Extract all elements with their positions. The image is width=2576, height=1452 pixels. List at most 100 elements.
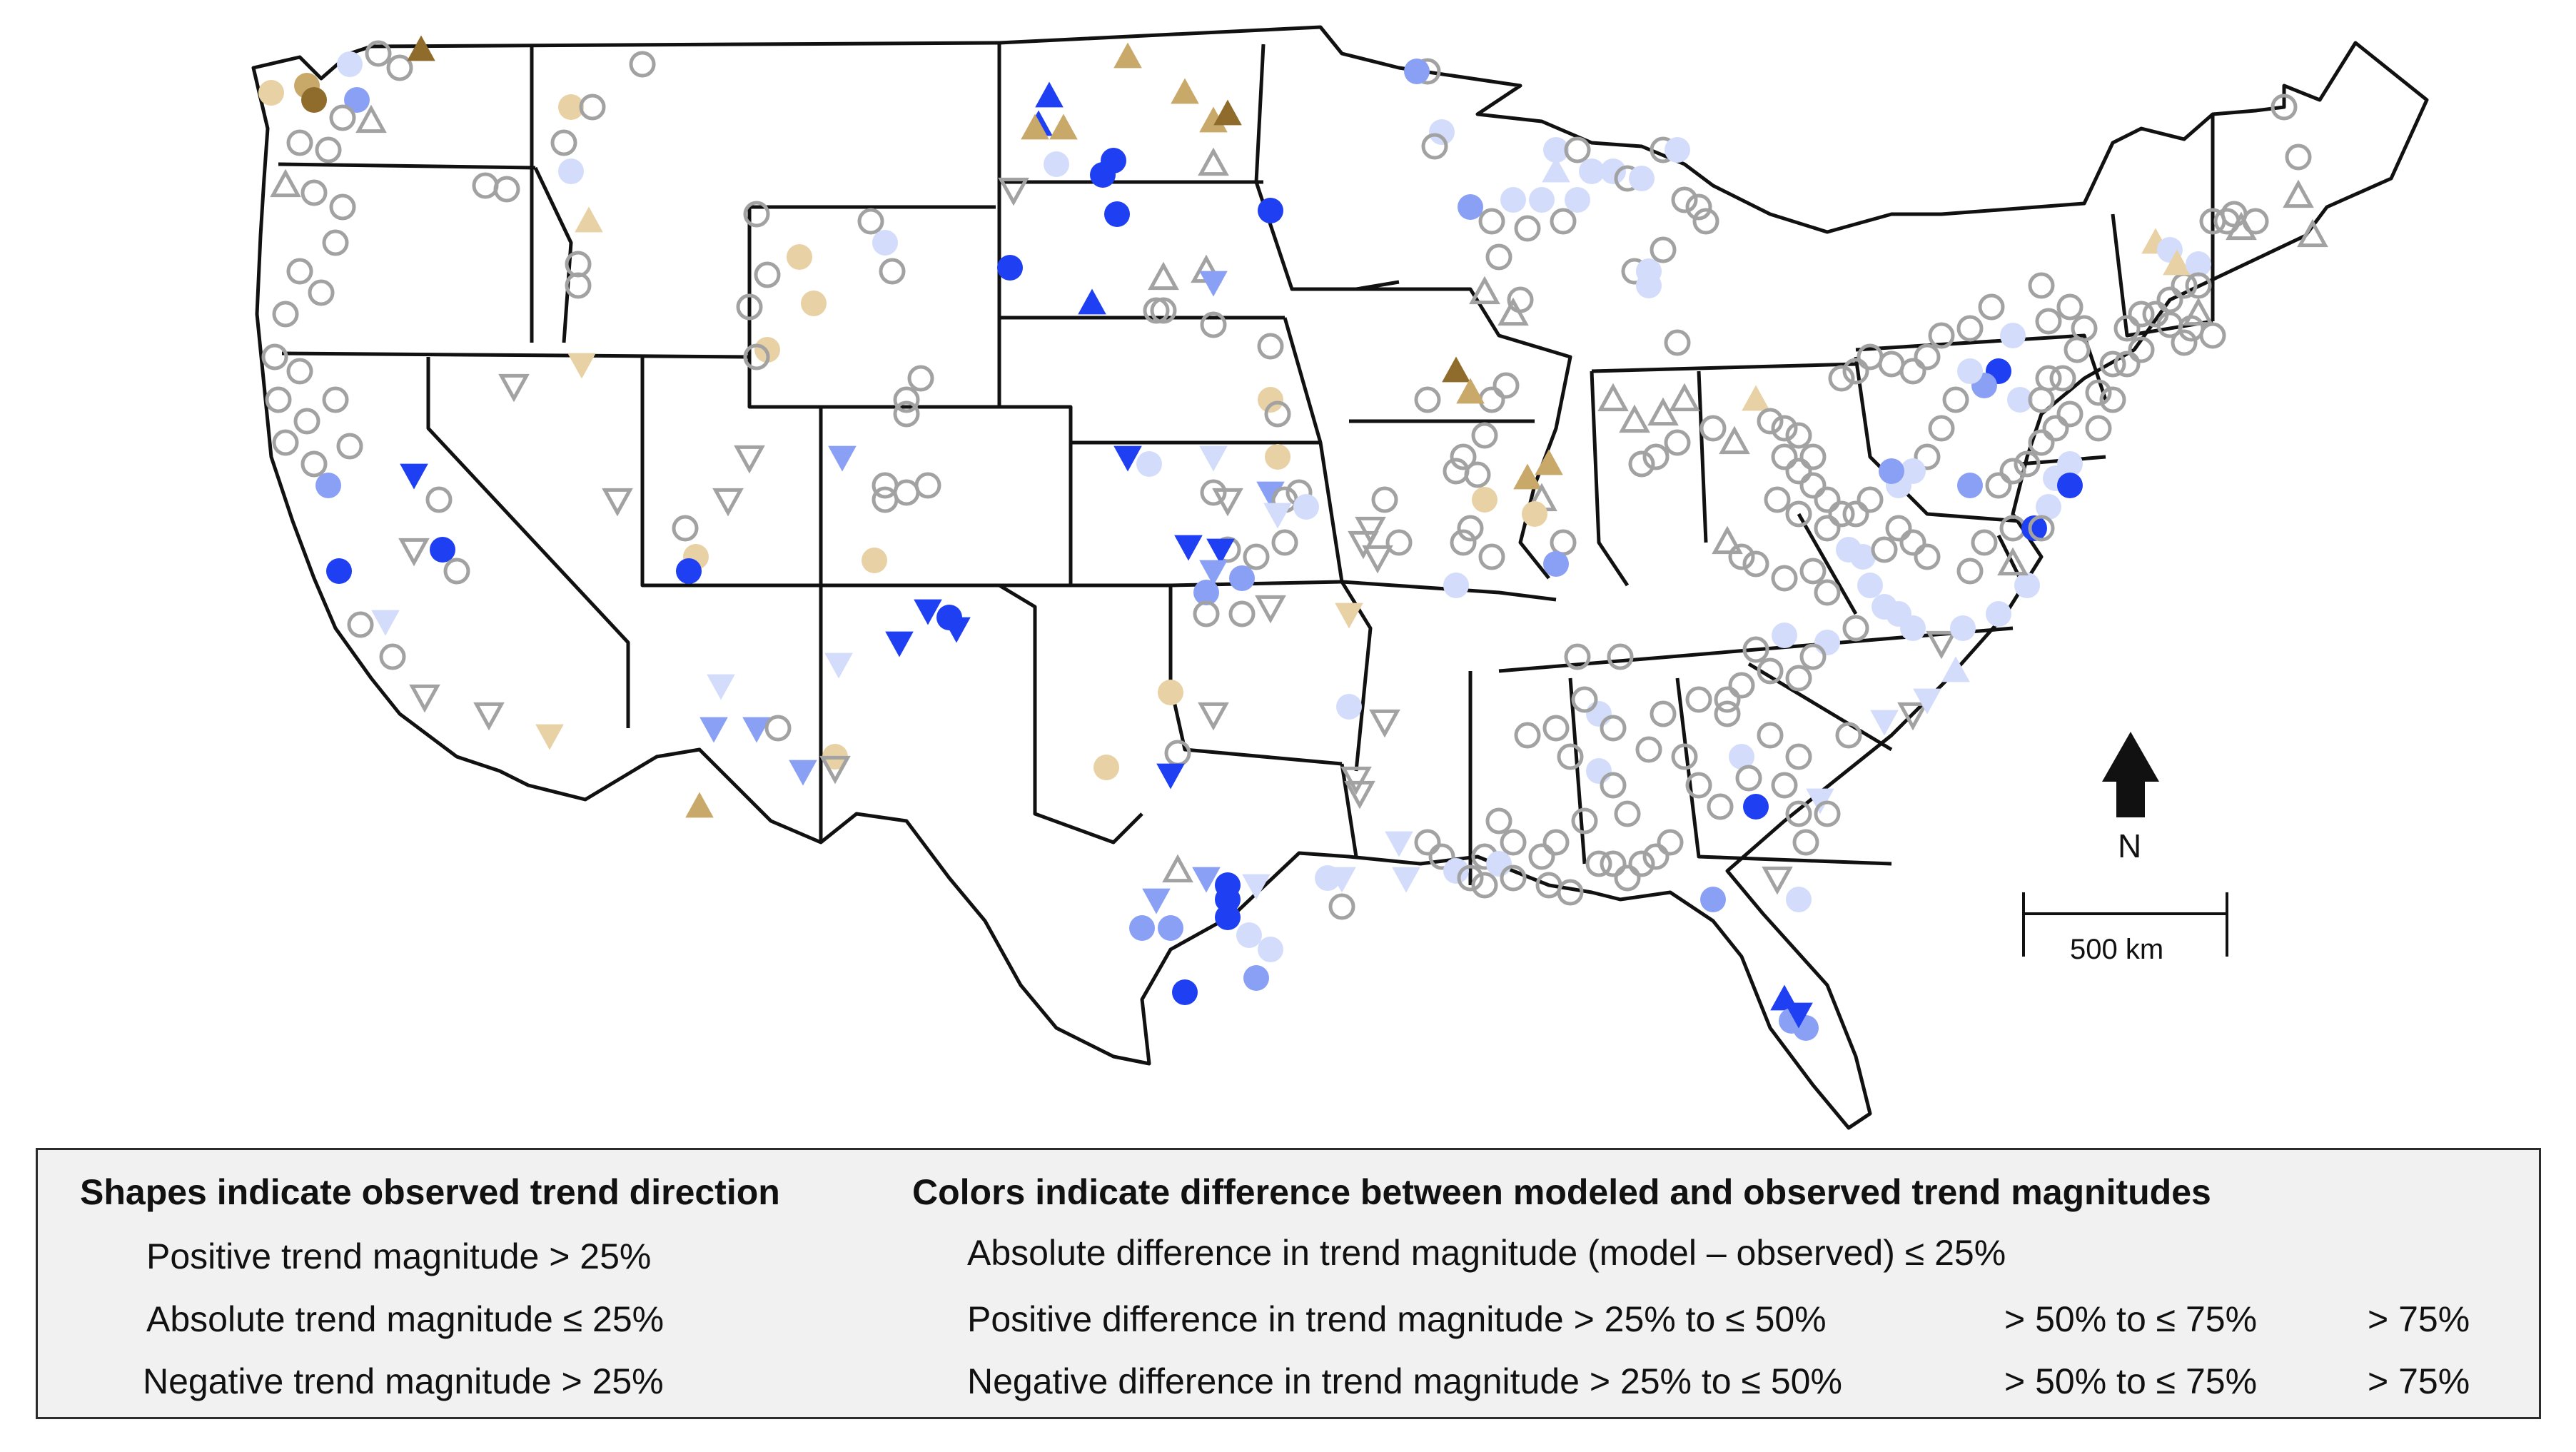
site-marker-circle	[1785, 743, 1812, 770]
site-marker-circle	[1757, 722, 1784, 749]
site-marker-circle	[764, 715, 792, 742]
site-marker-circle	[2085, 415, 2112, 442]
site-marker-circle	[2099, 351, 2126, 378]
site-marker-circle	[272, 301, 299, 328]
site-marker-triangle-down	[1897, 702, 1929, 731]
site-marker-circle	[1293, 494, 1319, 520]
site-marker-circle	[1900, 615, 1926, 641]
site-marker-circle	[1614, 864, 1641, 892]
site-marker-circle	[1472, 487, 1497, 513]
site-marker-circle	[337, 51, 363, 77]
site-marker-circle	[1786, 887, 1812, 912]
site-marker-circle	[1692, 208, 1719, 235]
site-marker-triangle-down	[1870, 710, 1899, 736]
site-marker-triangle-down	[535, 724, 564, 750]
site-marker-circle	[336, 433, 363, 460]
legend-negative-trend: Negative trend magnitude > 25%	[143, 1361, 664, 1401]
site-marker-triangle-down	[824, 652, 853, 679]
site-marker-circle	[322, 386, 349, 413]
site-marker-circle	[2071, 315, 2098, 342]
site-marker-circle	[907, 365, 934, 392]
site-marker-circle	[1771, 443, 1798, 470]
site-marker-circle	[272, 429, 299, 456]
legend-color-pos-low: Positive difference in trend magnitude >…	[967, 1299, 1827, 1339]
site-marker-circle	[1757, 657, 1784, 685]
site-marker-circle	[1742, 550, 1769, 578]
site-marker-circle	[365, 40, 392, 67]
site-marker-circle	[1542, 829, 1570, 856]
site-marker-triangle-up	[1941, 656, 1970, 682]
site-marker-circle	[1450, 443, 1477, 470]
site-marker-circle	[1243, 543, 1270, 570]
site-marker-circle	[1914, 443, 1941, 470]
site-marker-circle	[379, 643, 406, 670]
site-marker-triangle-down	[819, 755, 851, 785]
site-marker-circle	[1871, 536, 1898, 563]
site-marker-circle	[1571, 686, 1598, 713]
site-marker-circle	[329, 104, 356, 131]
site-marker-circle	[1971, 529, 1998, 556]
site-marker-circle	[2199, 322, 2226, 349]
site-marker-circle	[1228, 600, 1256, 627]
site-marker-triangle-down	[699, 717, 728, 743]
site-marker-circle	[1850, 544, 1876, 570]
site-marker-circle	[1557, 743, 1584, 770]
site-marker-triangle-up	[1597, 383, 1629, 412]
site-marker-circle	[301, 87, 327, 113]
site-marker-circle	[1742, 636, 1769, 663]
site-marker-triangle-up	[1647, 397, 1679, 426]
site-marker-circle	[1543, 551, 1569, 577]
site-marker-circle	[1956, 315, 1984, 342]
site-marker-circle	[1772, 622, 1797, 648]
site-marker-circle	[1685, 686, 1712, 713]
site-marker-circle	[1258, 198, 1283, 223]
site-marker-triangle-down	[1362, 545, 1393, 574]
site-marker-circle	[1714, 700, 1741, 727]
site-marker-circle	[1200, 479, 1227, 506]
site-marker-circle	[1215, 887, 1241, 912]
site-marker-triangle-up	[1719, 425, 1750, 455]
site-marker-circle	[1579, 158, 1605, 184]
site-marker-circle	[1258, 937, 1283, 962]
site-marker-circle	[1478, 208, 1505, 235]
site-marker-triangle-up	[1021, 114, 1049, 140]
site-marker-triangle-up	[1669, 383, 1700, 412]
site-marker-circle	[329, 193, 356, 221]
legend-color-neg-low: Negative difference in trend magnitude >…	[967, 1361, 1842, 1401]
site-marker-triangle-up	[270, 168, 301, 198]
site-marker-circle	[1172, 979, 1198, 1005]
legend-positive-trend: Positive trend magnitude > 25%	[146, 1236, 652, 1276]
site-marker-triangle-up	[2163, 249, 2191, 276]
site-marker-triangle-down	[498, 373, 530, 403]
site-marker-circle	[1650, 236, 1677, 263]
site-marker-triangle-up	[1456, 378, 1485, 404]
site-marker-circle	[1771, 772, 1798, 799]
site-marker-circle	[1158, 915, 1183, 941]
site-marker-circle	[1457, 515, 1484, 542]
site-marker-triangle-down	[1212, 488, 1243, 517]
site-marker-circle	[1614, 800, 1641, 827]
site-marker-circle	[2000, 323, 2026, 348]
site-marker-circle	[1814, 800, 1841, 827]
site-marker-triangle-up	[1619, 404, 1650, 433]
site-marker-circle	[1414, 829, 1441, 856]
site-marker-circle	[1404, 59, 1430, 84]
site-marker-circle	[1857, 573, 1883, 598]
site-marker-triangle-up	[2183, 297, 2214, 326]
north-arrow-icon	[2102, 732, 2159, 817]
site-marker-circle	[1500, 829, 1527, 856]
site-marker-circle	[997, 255, 1023, 281]
site-marker-circle	[286, 258, 313, 285]
site-marker-triangle-down	[1806, 788, 1834, 815]
site-marker-circle	[443, 558, 470, 585]
site-marker-circle	[2036, 494, 2061, 520]
site-marker-circle	[1542, 715, 1570, 742]
site-marker-triangle-down	[828, 445, 857, 472]
site-marker-circle	[1664, 329, 1691, 356]
site-marker-circle	[1814, 515, 1841, 542]
site-marker-circle	[1657, 829, 1684, 856]
site-marker-circle	[1799, 558, 1827, 585]
site-marker-triangle-down	[400, 463, 428, 490]
site-marker-circle	[2014, 450, 2041, 478]
site-marker-circle	[1629, 166, 1655, 191]
